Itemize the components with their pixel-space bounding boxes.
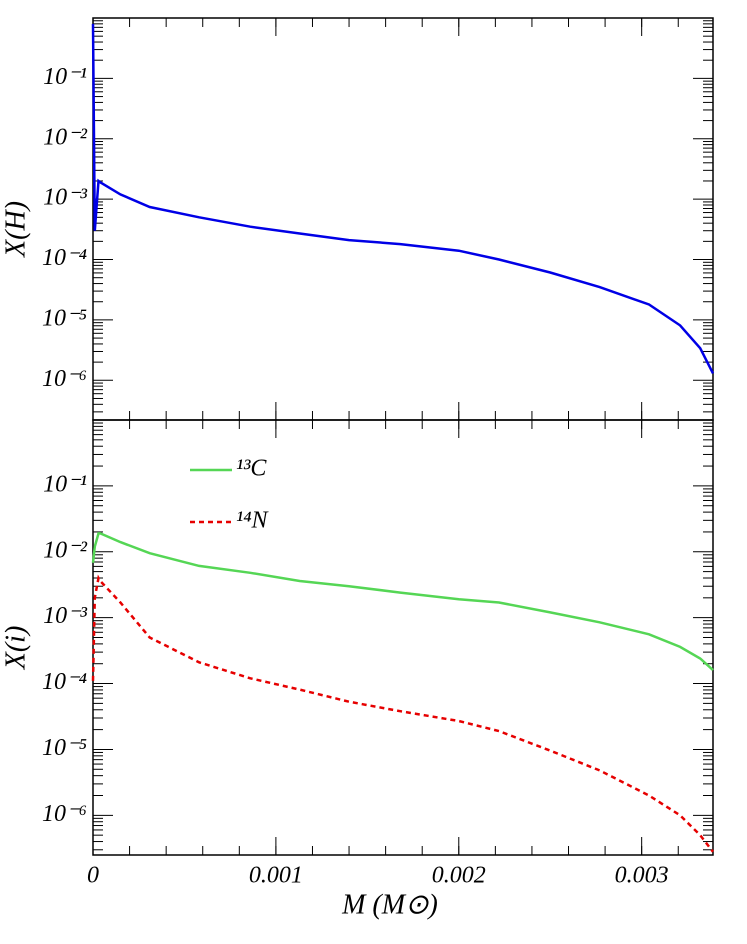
series-line [91, 574, 714, 853]
series-line [91, 532, 714, 672]
y-tick-label: 10⁻² [43, 537, 88, 563]
plot-frame [92, 17, 714, 421]
legend-label: ¹³C [236, 456, 267, 482]
x-tick-label: 0 [87, 863, 99, 889]
x-axis-label: M (M⊙) [341, 889, 438, 920]
series-line [91, 23, 715, 374]
legend-label: ¹⁴N [236, 508, 270, 534]
x-tick-label: 0.002 [432, 863, 486, 889]
y-tick-label: 10⁻¹ [43, 471, 87, 497]
y-tick-label: 10⁻² [43, 124, 88, 150]
y-tick-label: 10⁻⁵ [42, 735, 87, 761]
y-tick-label: 10⁻⁶ [42, 801, 87, 827]
plot-frame [92, 419, 714, 856]
y-tick-label: 10⁻⁴ [42, 669, 87, 695]
y-tick-label: 10⁻⁶ [42, 366, 87, 392]
y-tick-label: 10⁻¹ [43, 64, 87, 90]
y-tick-label: 10⁻³ [43, 185, 88, 211]
y-axis-label: X(i) [0, 626, 31, 671]
y-tick-label: 10⁻⁵ [42, 305, 87, 331]
x-tick-label: 0.001 [249, 863, 303, 889]
y-axis-label: X(H) [0, 201, 31, 258]
y-tick-label: 10⁻⁴ [42, 245, 87, 271]
x-tick-label: 0.003 [615, 863, 669, 889]
y-tick-label: 10⁻³ [43, 603, 88, 629]
